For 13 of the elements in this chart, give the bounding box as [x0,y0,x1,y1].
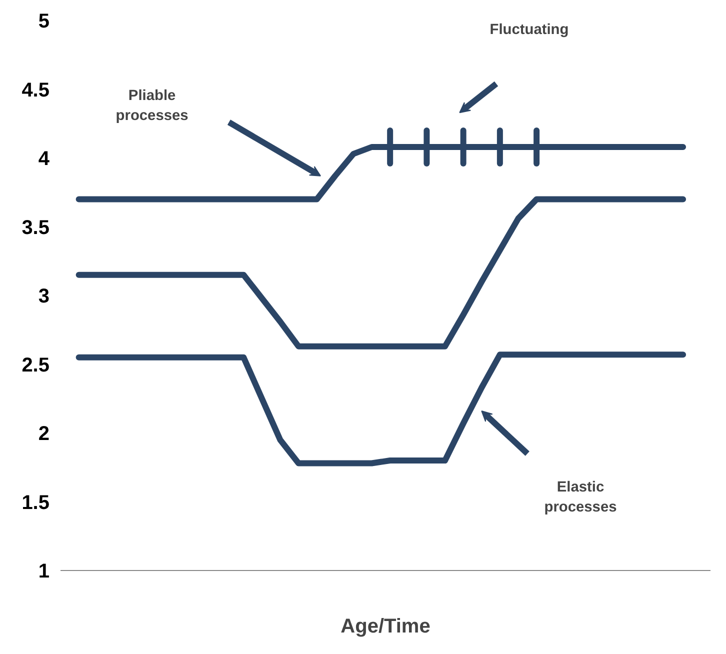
y-tick-label: 2 [38,423,50,445]
y-tick-label: 3 [38,286,50,308]
y-tick-label: 4 [38,148,50,170]
y-tick-label: 1.5 [22,492,50,514]
y-tick-label: 1 [38,560,50,582]
y-tick-label: 5 [38,10,50,32]
y-tick-label: 2.5 [22,354,50,376]
y-tick-label: 4.5 [22,79,50,102]
y-tick-label: 3.5 [22,216,50,239]
annotation: Fluctuating [490,22,569,38]
annotation: Elastic processes [544,480,617,516]
annotation: Pliable processes [116,88,188,124]
x-axis-title: Age/Time [340,616,430,638]
